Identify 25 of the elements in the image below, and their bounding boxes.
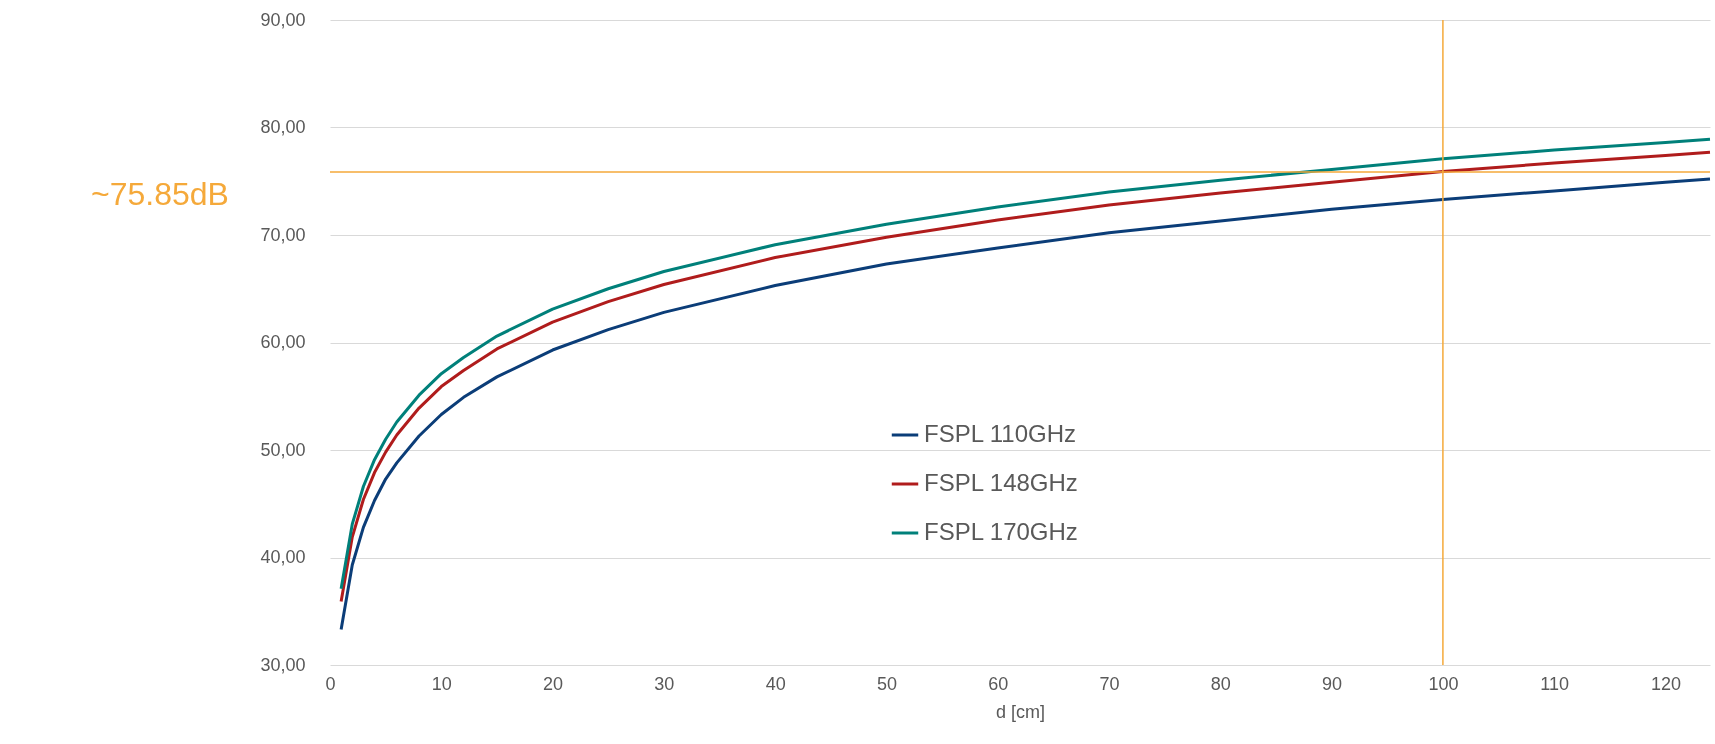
legend-label: FSPL 170GHz [924, 518, 1078, 545]
x-tick-label: 70 [1099, 673, 1120, 694]
y-tick-label: 30,00 [260, 654, 306, 675]
y-tick-label: 40,00 [260, 547, 306, 567]
y-tick-label: 80,00 [260, 117, 306, 137]
x-tick-label: 110 [1540, 673, 1570, 694]
x-tick-label: 30 [654, 673, 675, 694]
x-axis-title: d [cm] [995, 701, 1046, 722]
y-tick-label: 50,00 [260, 439, 306, 460]
x-tick-label: 100 [1428, 673, 1459, 694]
x-tick-label: 40 [765, 673, 786, 694]
x-tick-label: 120 [1650, 673, 1682, 694]
y-tick-label: 70,00 [260, 224, 306, 245]
legend-label: FSPL 110GHz [924, 420, 1077, 447]
x-tick-label: 90 [1322, 673, 1343, 694]
x-tick-label: 50 [876, 673, 897, 694]
legend-label: FSPL 148GHz [924, 469, 1078, 496]
ref-line-label: ~75.85dB [91, 176, 229, 213]
x-tick-label: 10 [431, 673, 452, 694]
x-tick-label: 60 [988, 673, 1009, 694]
y-tick-label: 90,00 [260, 9, 306, 30]
x-tick-label: 0 [325, 673, 336, 694]
x-tick-label: 20 [543, 673, 564, 694]
x-tick-label: 80 [1210, 673, 1231, 694]
y-tick-label: 60,00 [260, 332, 306, 352]
